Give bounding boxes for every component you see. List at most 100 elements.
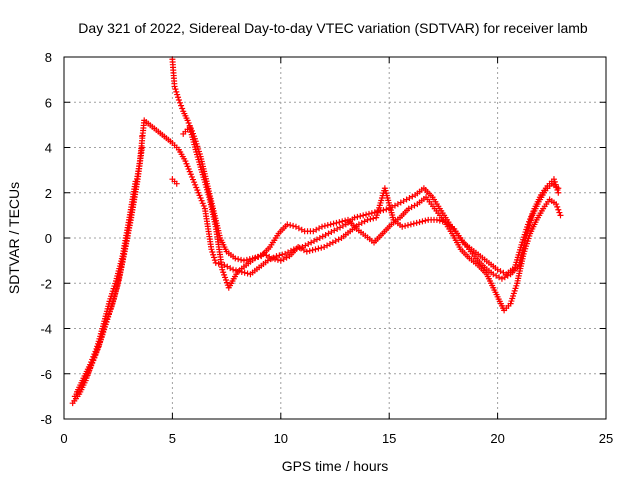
data-point-marker xyxy=(89,356,96,363)
y-tick-label: -8 xyxy=(40,412,52,427)
data-point-marker xyxy=(195,189,202,196)
data-point-marker xyxy=(171,83,178,90)
data-point-marker xyxy=(185,119,192,126)
data-point-marker xyxy=(433,216,440,223)
data-point-marker xyxy=(173,88,180,95)
data-point-marker xyxy=(175,94,182,101)
y-tick-label: 6 xyxy=(45,95,52,110)
data-point-marker xyxy=(287,222,294,229)
data-point-marker xyxy=(339,218,346,225)
data-point-marker xyxy=(241,269,248,276)
data-point-marker xyxy=(324,222,331,229)
data-point-marker xyxy=(240,257,247,264)
data-point-marker xyxy=(555,189,562,196)
data-point-marker xyxy=(357,213,364,220)
data-point-marker xyxy=(200,202,207,209)
data-point-marker xyxy=(553,201,560,208)
data-point-marker xyxy=(199,200,206,207)
data-point-marker xyxy=(399,223,406,230)
data-point-marker xyxy=(407,221,414,228)
data-point-marker xyxy=(402,222,409,229)
data-point-marker xyxy=(318,244,325,251)
data-point-marker xyxy=(88,359,95,366)
data-point-marker xyxy=(315,245,322,252)
data-point-marker xyxy=(172,86,179,93)
data-point-marker xyxy=(208,246,215,253)
data-point-marker xyxy=(413,219,420,226)
series-track-3 xyxy=(74,124,562,395)
data-point-marker xyxy=(192,181,199,188)
data-point-marker xyxy=(330,220,337,227)
data-point-marker xyxy=(554,203,561,210)
data-point-marker xyxy=(342,217,349,224)
x-axis-label: GPS time / hours xyxy=(282,458,389,474)
data-point-marker xyxy=(439,218,446,225)
x-tick-labels: 0 5 10 15 20 25 xyxy=(60,431,613,446)
data-point-marker xyxy=(188,173,195,180)
data-point-marker xyxy=(336,219,343,226)
data-point-marker xyxy=(174,91,181,98)
data-point-marker xyxy=(212,259,219,266)
data-point-marker xyxy=(211,254,218,261)
data-point-marker xyxy=(91,351,98,358)
data-point-marker xyxy=(556,209,563,216)
y-tick-label: -6 xyxy=(40,367,52,382)
data-point-marker xyxy=(383,206,390,213)
data-point-marker xyxy=(318,223,325,230)
data-point-marker xyxy=(528,213,535,220)
data-point-marker xyxy=(235,256,242,263)
data-point-marker xyxy=(333,219,340,226)
data-point-marker xyxy=(273,253,280,260)
data-point-marker xyxy=(211,257,218,264)
data-point-marker xyxy=(197,195,204,202)
grid-lines xyxy=(64,57,606,419)
y-tick-label: 0 xyxy=(45,231,52,246)
data-point-marker xyxy=(436,217,443,224)
y-tick-label: -2 xyxy=(40,276,52,291)
data-point-marker xyxy=(552,181,559,188)
data-point-marker xyxy=(321,222,328,229)
data-point-marker xyxy=(132,178,139,185)
data-point-marker xyxy=(364,216,371,223)
x-tick-label: 20 xyxy=(490,431,504,446)
data-point-marker xyxy=(196,192,203,199)
data-point-marker xyxy=(279,251,286,258)
data-point-marker xyxy=(244,270,251,277)
data-point-marker xyxy=(178,102,185,109)
data-point-marker xyxy=(422,217,429,224)
data-point-marker xyxy=(175,96,182,103)
data-point-marker xyxy=(186,168,193,175)
data-point-marker xyxy=(243,256,250,263)
data-point-marker xyxy=(410,220,417,227)
x-tick-label: 10 xyxy=(274,431,288,446)
data-point-marker xyxy=(210,251,217,258)
data-point-marker xyxy=(139,133,146,140)
y-tick-label: 2 xyxy=(45,186,52,201)
data-point-marker xyxy=(530,208,537,215)
y-tick-label: -4 xyxy=(40,322,52,337)
plot-frame xyxy=(63,56,607,420)
data-point-marker xyxy=(368,210,375,217)
data-point-marker xyxy=(555,206,562,213)
data-point-marker xyxy=(230,266,237,273)
data-point-marker xyxy=(232,255,239,262)
data-point-marker xyxy=(183,160,190,167)
data-point-marker xyxy=(303,248,310,255)
data-point-marker xyxy=(554,187,561,194)
data-point-marker xyxy=(550,176,557,183)
data-point-marker xyxy=(404,222,411,229)
data-point-marker xyxy=(367,216,374,223)
data-point-marker xyxy=(182,158,189,165)
data-point-marker xyxy=(185,165,192,172)
data-point-marker xyxy=(191,179,198,186)
data-point-marker xyxy=(209,249,216,256)
data-point-marker xyxy=(327,221,334,228)
data-point-marker xyxy=(351,214,358,221)
y-tick-label: 4 xyxy=(45,141,52,156)
data-point-marker xyxy=(416,219,423,226)
x-tick-label: 25 xyxy=(599,431,613,446)
data-point-marker xyxy=(419,218,426,225)
data-point-marker xyxy=(184,117,191,124)
data-point-marker xyxy=(360,212,367,219)
